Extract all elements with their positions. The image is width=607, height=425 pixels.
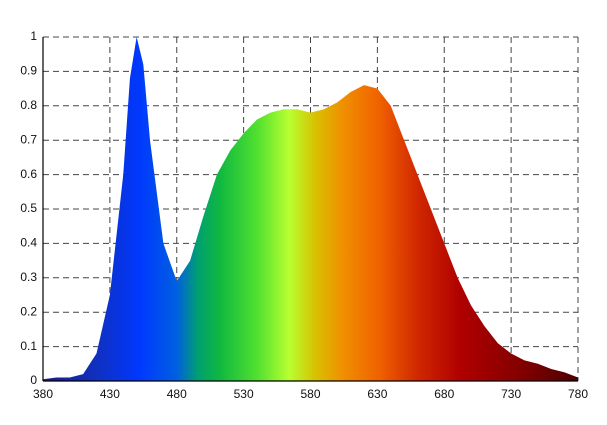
x-tick-label: 530: [234, 387, 254, 401]
y-tick-label: 0.9: [20, 64, 37, 78]
y-tick-label: 0.6: [20, 167, 37, 181]
x-tick-label: 730: [501, 387, 521, 401]
y-tick-label: 0.1: [20, 339, 37, 353]
labels: 0 0.1 0.2 0.3 0.4 0.5 0.6 0.7 0.8 0.9 1 380 430 480 53…: [20, 29, 588, 401]
y-tick-label: 0.8: [20, 98, 37, 112]
y-tick-label: 0.2: [20, 304, 37, 318]
spectrum-area: [43, 37, 578, 381]
y-tick-label: 0.3: [20, 270, 37, 284]
x-tick-label: 430: [100, 387, 120, 401]
x-tick-label: 580: [300, 387, 320, 401]
x-tick-label: 780: [568, 387, 588, 401]
x-tick-label: 480: [167, 387, 187, 401]
axes: [42, 37, 578, 382]
x-tick-label: 630: [367, 387, 387, 401]
x-tick-label: 380: [33, 387, 53, 401]
y-tick-label: 0.7: [20, 132, 37, 146]
plot: [43, 37, 578, 381]
y-tick-label: 1: [30, 29, 37, 43]
y-tick-label: 0.4: [20, 236, 37, 250]
y-tick-label: 0: [30, 373, 37, 387]
x-tick-label: 680: [434, 387, 454, 401]
y-tick-label: 0.5: [20, 201, 37, 215]
